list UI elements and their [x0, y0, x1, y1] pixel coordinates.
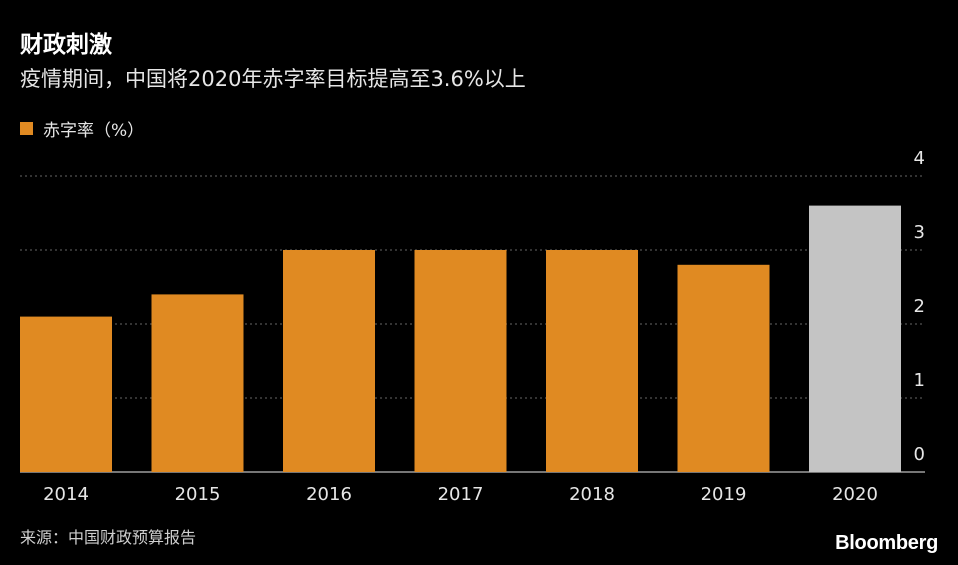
bar: [20, 316, 112, 472]
bar: [151, 294, 244, 472]
y-tick-label: 0: [914, 444, 925, 465]
y-tick-label: 2: [914, 296, 925, 317]
y-tick-label: 4: [914, 148, 925, 169]
bar: [414, 250, 507, 472]
y-tick-label: 1: [914, 370, 925, 391]
x-tick-label: 2016: [306, 484, 352, 505]
x-tick-label: 2020: [832, 484, 878, 505]
legend-label: 赤字率（%）: [43, 121, 145, 141]
bar: [677, 264, 770, 472]
chart-title: 财政刺激: [20, 32, 112, 58]
y-tick-label: 3: [914, 222, 925, 243]
bloomberg-logo: Bloomberg: [835, 532, 938, 554]
legend-swatch: [20, 122, 33, 135]
bar: [809, 205, 901, 472]
x-tick-label: 2014: [43, 484, 89, 505]
x-tick-label: 2018: [569, 484, 615, 505]
x-tick-label: 2017: [438, 484, 484, 505]
x-tick-label: 2015: [175, 484, 221, 505]
bar: [546, 250, 638, 472]
chart-subtitle: 疫情期间，中国将2020年赤字率目标提高至3.6%以上: [20, 67, 526, 91]
legend: 赤字率（%）: [20, 116, 144, 141]
bar: [283, 250, 375, 472]
source-note: 来源：中国财政预算报告: [20, 528, 197, 547]
x-tick-label: 2019: [701, 484, 747, 505]
